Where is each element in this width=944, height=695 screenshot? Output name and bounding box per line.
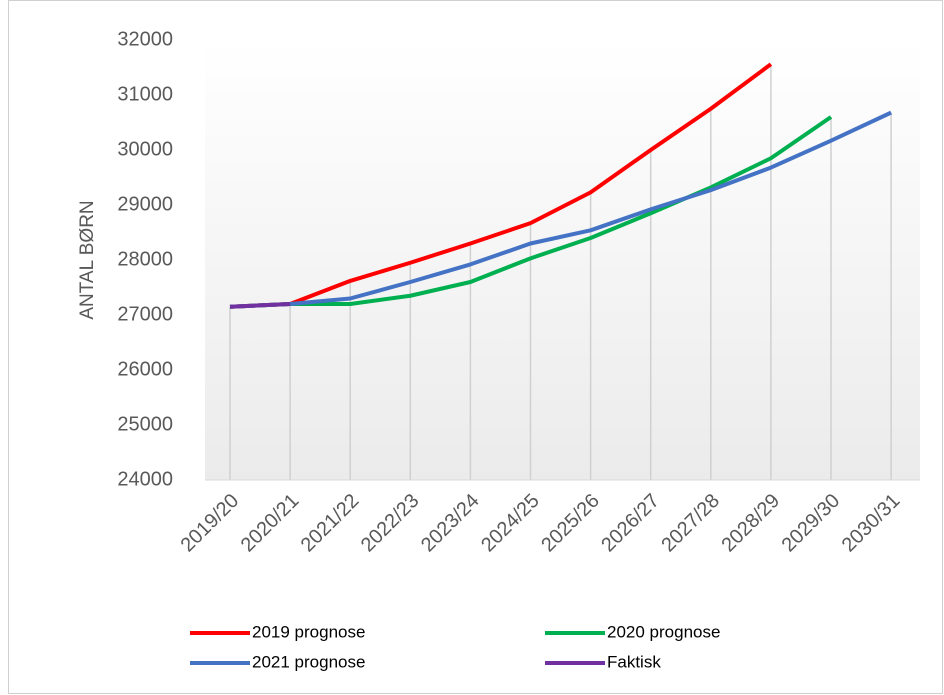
x-tick-label: 2021/22 <box>297 490 364 557</box>
series-line <box>229 115 833 309</box>
x-tick-label: 2022/23 <box>357 490 424 557</box>
x-tick-label: 2023/24 <box>417 490 484 557</box>
legend-label: Faktisk <box>607 652 661 671</box>
x-tick-label: 2029/30 <box>778 490 845 557</box>
x-tick-label: 2024/25 <box>477 490 544 557</box>
x-tick-label: 2028/29 <box>717 490 784 557</box>
x-tick-label: 2019/20 <box>177 490 244 557</box>
frame <box>8 0 943 694</box>
y-tick-label: 31000 <box>117 83 173 105</box>
x-tick-label: 2027/28 <box>657 490 724 557</box>
x-tick-label: 2030/31 <box>838 490 905 557</box>
legend-label: 2019 prognose <box>252 622 365 641</box>
y-axis-label: ANTAL BØRN <box>77 200 98 319</box>
x-tick-label: 2020/21 <box>237 490 304 557</box>
series-line <box>229 110 892 309</box>
plot-area <box>205 40 920 480</box>
y-tick-label: 25000 <box>117 413 173 435</box>
series-line <box>229 302 291 309</box>
legend-label: 2020 prognose <box>607 622 720 641</box>
y-tick-label: 30000 <box>117 138 173 160</box>
y-tick-label: 27000 <box>117 303 173 325</box>
y-tick-label: 28000 <box>117 248 173 270</box>
legend-label: 2021 prognose <box>252 652 365 671</box>
x-tick-label: 2025/26 <box>537 490 604 557</box>
y-tick-label: 32000 <box>117 28 173 50</box>
x-tick-label: 2026/27 <box>597 490 664 557</box>
y-tick-label: 26000 <box>117 358 173 380</box>
series-line <box>229 62 773 309</box>
y-tick-label: 24000 <box>117 468 173 490</box>
y-tick-label: 29000 <box>117 193 173 215</box>
